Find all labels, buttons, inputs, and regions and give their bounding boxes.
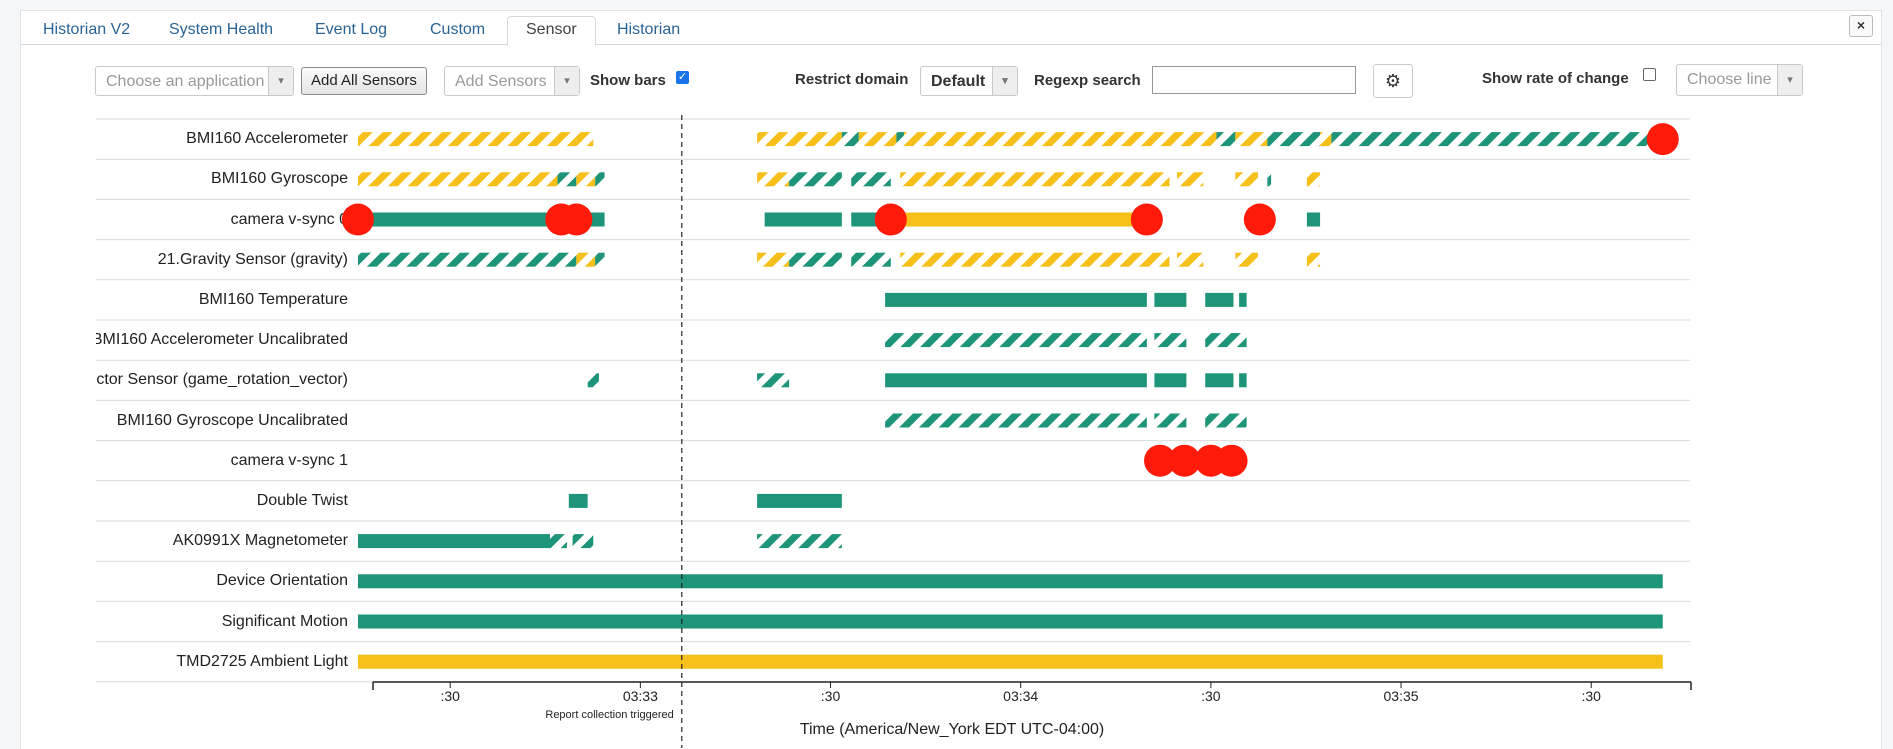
- sensor-row-label: BMI160 Gyroscope: [211, 170, 348, 188]
- sensor-row-label: 21.Gravity Sensor (gravity): [157, 250, 348, 268]
- choose-line-select[interactable]: Choose line ▾: [1676, 64, 1803, 96]
- sensor-row-label: BMI160 Gyroscope Uncalibrated: [116, 411, 348, 429]
- show-rate-of-change-checkbox[interactable]: [1643, 68, 1656, 81]
- tab-bar: Historian V2 System Health Event Log Cus…: [21, 11, 1881, 46]
- chevron-down-icon: ▾: [1777, 65, 1802, 95]
- show-bars-checkbox[interactable]: ✓: [676, 71, 689, 84]
- tab-event-log[interactable]: Event Log: [315, 21, 388, 38]
- sensor-row-labels: BMI160 Accelerometer BMI160 Gyroscope came…: [96, 0, 348, 748]
- add-sensors-select[interactable]: Add Sensors ▾: [444, 66, 580, 96]
- sensor-row-label: BMI160 Accelerometer: [186, 130, 348, 148]
- sensor-row-label: camera v-sync 1: [230, 451, 348, 469]
- regexp-search-label: Regexp search: [1034, 72, 1141, 89]
- choose-line-placeholder: Choose line: [1687, 71, 1772, 88]
- show-rate-of-change-label: Show rate of change: [1482, 70, 1629, 87]
- tab-system-health[interactable]: System Health: [169, 21, 274, 38]
- sensor-row-label: Significant Motion: [221, 612, 348, 630]
- show-bars-label: Show bars: [590, 72, 666, 89]
- chevron-down-icon: ▾: [554, 67, 579, 95]
- sensor-row-label: BMI160 Accelerometer Uncalibrated: [96, 331, 348, 349]
- tab-custom[interactable]: Custom: [430, 21, 486, 38]
- restrict-domain-value: Default: [931, 73, 986, 90]
- gear-icon: ⚙: [1384, 71, 1402, 91]
- tab-historian-v2[interactable]: Historian V2: [43, 21, 131, 38]
- regexp-search-input[interactable]: [1152, 66, 1356, 94]
- restrict-domain-label: Restrict domain: [795, 71, 909, 88]
- chevron-down-icon: ▾: [268, 67, 293, 95]
- sensor-row-label: Game Rotation Vector Sensor (game_rotati…: [96, 371, 348, 389]
- sensor-row-label: camera v-sync 0: [230, 210, 348, 228]
- close-icon[interactable]: ×: [1849, 15, 1873, 37]
- sensor-row-label: Double Twist: [256, 491, 348, 509]
- tab-historian[interactable]: Historian: [617, 21, 681, 38]
- add-sensors-placeholder: Add Sensors: [455, 73, 547, 90]
- restrict-domain-select[interactable]: Default ▾: [920, 66, 1018, 96]
- sensor-row-label: AK0991X Magnetometer: [172, 532, 348, 550]
- sensor-row-label: TMD2725 Ambient Light: [176, 652, 348, 670]
- application-select[interactable]: Choose an application ▾: [95, 66, 294, 96]
- tab-sensor[interactable]: Sensor: [507, 16, 596, 46]
- add-all-sensors-button[interactable]: Add All Sensors: [301, 67, 427, 95]
- sensor-row-label: BMI160 Temperature: [198, 290, 348, 308]
- sensor-row-label: Device Orientation: [216, 572, 348, 590]
- settings-button[interactable]: ⚙: [1373, 64, 1413, 98]
- application-select-placeholder: Choose an application: [106, 73, 265, 90]
- chevron-down-icon: ▾: [992, 67, 1017, 95]
